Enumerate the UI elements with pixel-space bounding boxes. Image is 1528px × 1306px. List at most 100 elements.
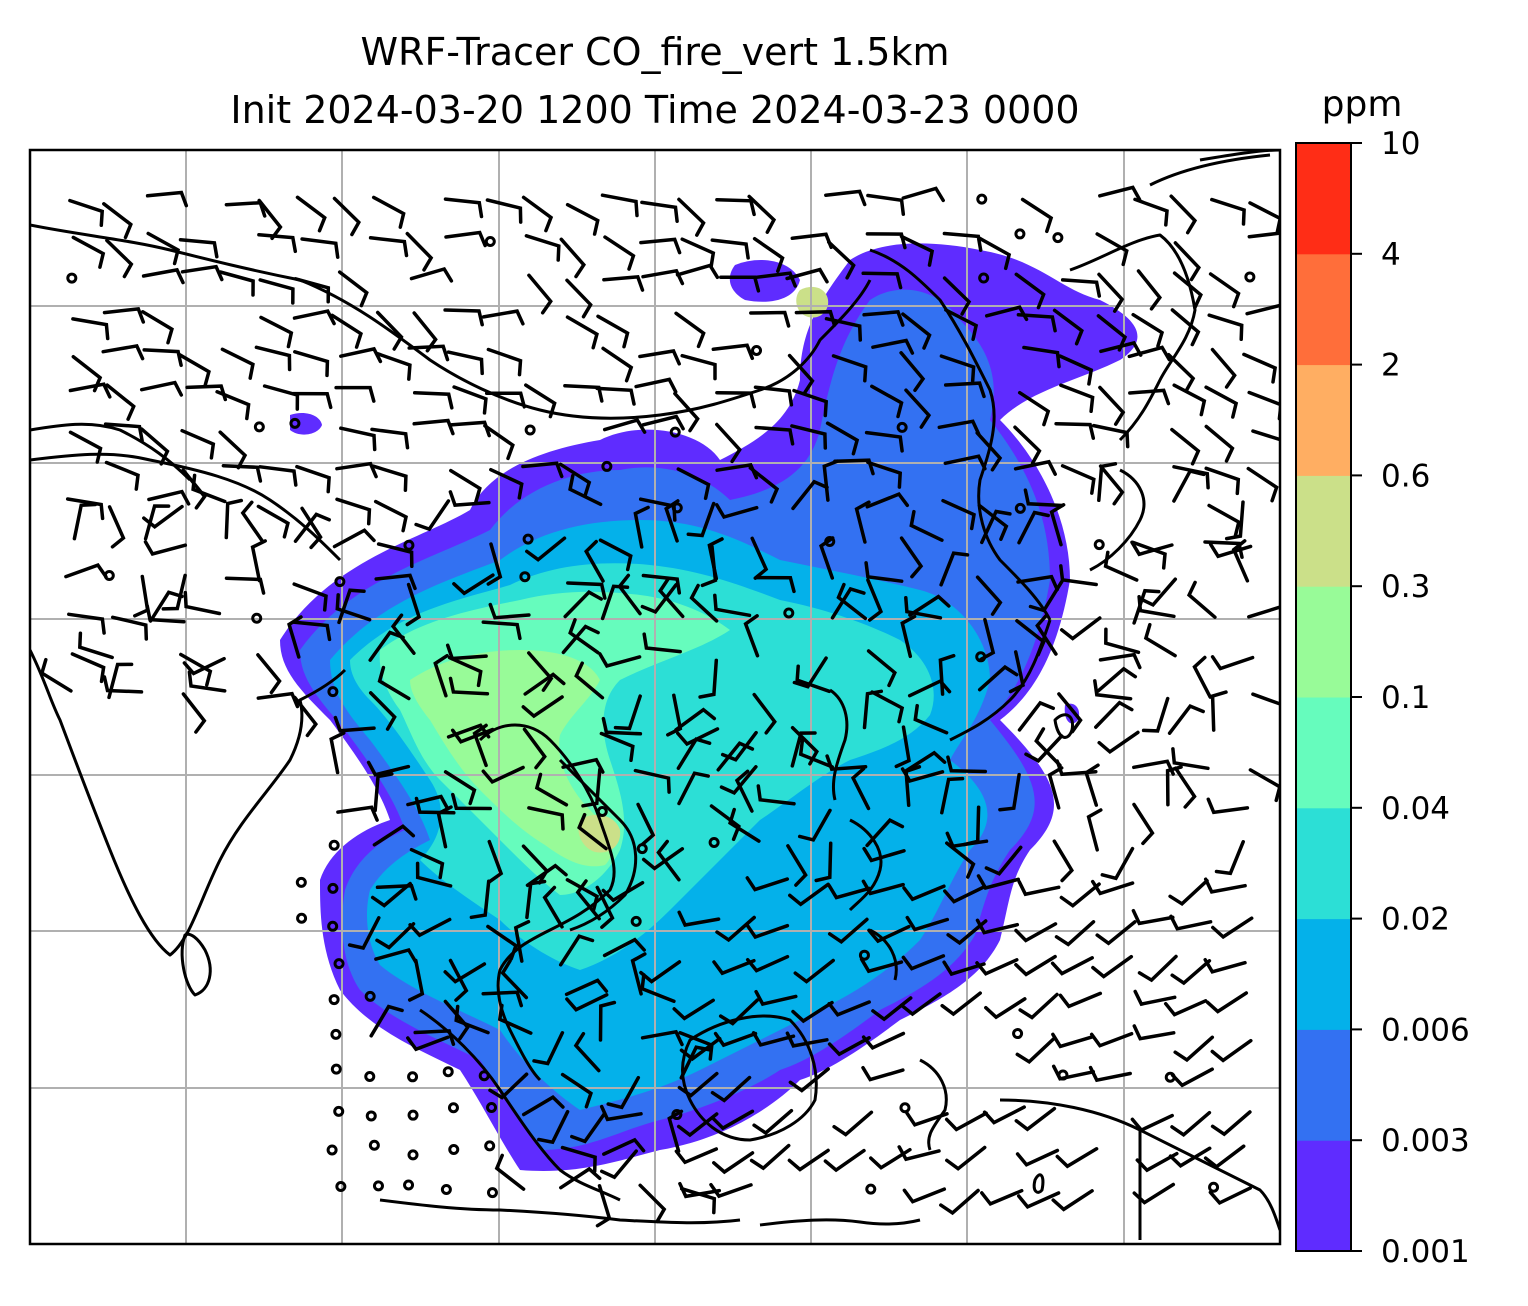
wind-barb — [481, 620, 522, 641]
wind-barb — [565, 878, 600, 912]
wind-barb — [370, 881, 412, 908]
wind-barb — [390, 613, 416, 655]
wind-barb — [1211, 916, 1254, 940]
wind-barb — [1015, 1036, 1056, 1064]
wind-barb — [908, 594, 951, 617]
gridlines — [30, 150, 1280, 1244]
wind-barb — [1013, 425, 1042, 465]
calm-wind-marker — [978, 272, 990, 284]
wind-barb — [1051, 1189, 1094, 1212]
wind-barb — [984, 845, 1023, 876]
wind-barb — [1023, 488, 1065, 508]
wind-barb — [1231, 539, 1250, 583]
wind-barb — [745, 923, 790, 940]
wind-barb — [375, 883, 418, 901]
wind-barb — [1135, 1151, 1179, 1173]
wind-barb — [785, 1031, 829, 1048]
wind-barb — [1089, 1031, 1134, 1048]
wind-barb — [139, 427, 170, 466]
wind-barb — [675, 263, 720, 280]
wind-barb — [689, 583, 719, 623]
wind-barb — [790, 731, 817, 768]
wind-barb — [377, 665, 411, 701]
wind-barbs — [39, 185, 1280, 1228]
wind-barb — [1208, 272, 1241, 309]
wind-barb — [939, 1188, 980, 1216]
wind-barb — [792, 656, 828, 689]
wind-barb — [827, 1036, 871, 1057]
wind-barb — [485, 198, 523, 224]
wind-barb — [179, 652, 213, 687]
contour-level-0.1 — [410, 650, 613, 867]
calm-wind-marker — [403, 539, 415, 551]
wind-barb — [752, 692, 777, 735]
wind-barb — [142, 348, 183, 368]
wind-barb — [638, 349, 681, 366]
wind-barb — [452, 573, 495, 596]
calm-wind-marker — [1052, 232, 1064, 244]
wind-barb — [559, 1166, 602, 1190]
wind-barb — [1024, 734, 1064, 763]
wind-barb — [980, 509, 1012, 545]
wind-barb — [371, 195, 406, 229]
wind-barb — [145, 190, 189, 208]
wind-barb — [573, 1031, 601, 1073]
wind-barb — [141, 267, 185, 285]
wind-barb — [787, 353, 815, 395]
wind-barb — [292, 309, 336, 326]
wind-barb — [640, 1029, 684, 1047]
wind-barb — [293, 695, 319, 738]
wind-barb — [944, 308, 979, 342]
wind-barb — [861, 271, 903, 290]
wind-barb — [673, 391, 700, 433]
wind-barb — [599, 1104, 643, 1122]
wind-barb — [827, 883, 871, 900]
wind-barb — [525, 863, 568, 888]
wind-barb — [909, 509, 944, 542]
wind-barb — [1093, 679, 1133, 701]
wind-barb — [676, 1112, 719, 1138]
wind-barb — [1173, 241, 1201, 282]
wind-barb — [443, 962, 487, 984]
wind-barb — [70, 652, 106, 684]
wind-barb — [486, 347, 523, 377]
wind-barb — [900, 614, 917, 659]
wind-barb — [564, 978, 609, 997]
wind-barb — [1172, 383, 1207, 417]
wind-barb — [375, 310, 404, 351]
calm-wind-marker — [364, 1070, 376, 1082]
wind-barb — [187, 670, 227, 693]
contour-patch — [1064, 703, 1080, 724]
wind-barb — [709, 804, 741, 842]
wind-barb — [602, 1137, 646, 1156]
wind-barb — [183, 590, 222, 616]
wind-barb — [1057, 692, 1083, 734]
wind-barb — [1022, 345, 1061, 369]
wind-barb — [1136, 269, 1163, 311]
wind-barb — [871, 338, 915, 355]
wind-barb — [291, 391, 333, 410]
wind-barb — [866, 649, 897, 688]
contour-level-0.3 — [578, 814, 621, 853]
wind-barb — [904, 765, 922, 808]
calm-wind-marker — [486, 1101, 498, 1113]
wind-barb — [1168, 1146, 1212, 1168]
wind-barb — [293, 350, 330, 378]
wind-barb — [674, 707, 717, 732]
wind-barb — [413, 1029, 456, 1046]
wind-barb — [1014, 1106, 1057, 1132]
wind-barb — [946, 919, 988, 946]
calm-wind-marker — [630, 915, 642, 927]
wind-barb — [451, 792, 493, 811]
wind-barb — [1169, 914, 1213, 931]
wind-barb — [71, 317, 110, 341]
wind-barb — [1059, 383, 1095, 414]
wind-barb — [977, 236, 1012, 271]
wind-barb — [1247, 605, 1280, 619]
wind-barb — [747, 194, 777, 234]
tracer-concentration-field — [280, 243, 1138, 1171]
wind-barb — [633, 505, 650, 549]
wind-barb — [1095, 920, 1137, 946]
wind-barb — [641, 414, 685, 431]
wind-barb — [258, 465, 298, 487]
